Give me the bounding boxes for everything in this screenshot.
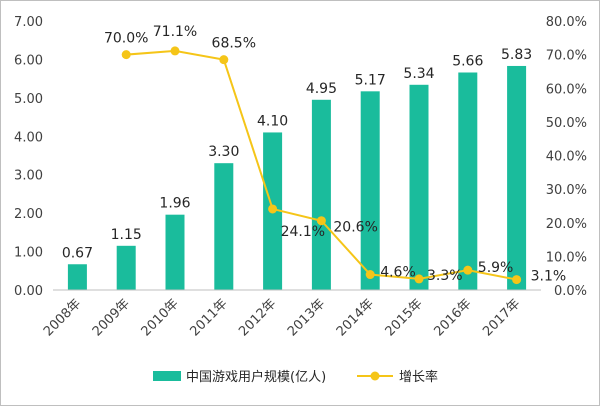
line-point (463, 265, 473, 275)
left-y-tick-label: 2.00 (14, 207, 43, 222)
bar-value-label: 1.96 (159, 196, 190, 212)
bar-value-label: 5.34 (403, 66, 434, 82)
bar-data-labels: 0.67 1.15 1.96 3.30 4.10 4.95 5.17 5.34 5.66 5.83 (62, 47, 532, 261)
right-y-tick-label: 40.0% (546, 150, 587, 165)
line-point (414, 274, 424, 284)
right-y-tick-label: 30.0% (546, 183, 587, 198)
line-value-label: 3.1% (531, 269, 567, 285)
line-value-label: 24.1% (281, 224, 325, 240)
line-point (268, 204, 278, 214)
legend-swatch-bar (153, 371, 181, 381)
left-y-tick-label: 3.00 (14, 169, 43, 184)
x-tick-label: 2014年 (334, 296, 377, 339)
line-value-label: 4.6% (380, 265, 416, 281)
bar (214, 163, 234, 290)
x-tick-label: 2016年 (431, 296, 474, 339)
right-y-axis: 0.0% 10.0% 20.0% 30.0% 40.0% 50.0% 60.0% 70.0% 8… (546, 15, 587, 299)
legend-label-line: 增长率 (399, 369, 438, 385)
x-tick-label: 2013年 (285, 296, 328, 339)
bar-value-label: 5.83 (501, 47, 532, 63)
x-tick-label: 2015年 (383, 296, 426, 339)
bar-value-label: 4.10 (257, 113, 288, 129)
line-data-labels: 70.0% 71.1% 68.5% 24.1% 20.6% 4.6% 3.3% 5.9% 3.1… (104, 24, 566, 285)
bar (360, 91, 380, 291)
x-axis-ticks: 2008年 2009年 2010年 2011年 2012年 2013年 2014年 2015年… (41, 296, 523, 339)
bar-series (67, 65, 527, 291)
right-y-tick-label: 0.0% (554, 284, 587, 299)
line-point (121, 50, 131, 60)
line-value-label: 71.1% (153, 24, 197, 40)
x-tick-label: 2017年 (480, 296, 523, 339)
bar (507, 65, 527, 290)
line-value-label: 20.6% (333, 220, 377, 236)
bar (116, 245, 136, 290)
bar (409, 84, 429, 290)
bar (67, 264, 87, 290)
line-point (365, 270, 375, 280)
line-point (170, 46, 180, 56)
right-y-tick-label: 50.0% (546, 116, 587, 131)
bar-value-label: 3.30 (208, 144, 239, 160)
line-value-label: 5.9% (478, 260, 514, 276)
x-tick-label: 2010年 (139, 296, 182, 339)
legend-swatch-marker (370, 371, 380, 381)
left-y-tick-label: 0.00 (14, 284, 43, 299)
left-y-tick-label: 1.00 (14, 246, 43, 261)
right-y-tick-label: 20.0% (546, 217, 587, 232)
bar (311, 99, 331, 291)
line-series (121, 46, 522, 285)
bar (165, 214, 185, 290)
left-y-tick-label: 5.00 (14, 92, 43, 107)
line-value-label: 68.5% (212, 36, 256, 52)
line-value-label: 70.0% (104, 31, 148, 47)
right-y-tick-label: 10.0% (546, 250, 587, 265)
x-tick-label: 2011年 (187, 296, 230, 339)
left-y-tick-label: 4.00 (14, 130, 43, 145)
bar-value-label: 1.15 (111, 227, 142, 243)
bar-value-label: 5.66 (452, 53, 483, 69)
right-y-tick-label: 60.0% (546, 82, 587, 97)
left-y-axis: 0.00 1.00 2.00 3.00 4.00 5.00 6.00 7.00 (14, 15, 43, 299)
right-y-tick-label: 80.0% (546, 15, 587, 30)
left-y-tick-label: 7.00 (14, 15, 43, 30)
x-tick-label: 2008年 (41, 296, 84, 339)
x-tick-label: 2012年 (236, 296, 279, 339)
line-point (219, 55, 229, 65)
bar (458, 72, 478, 290)
line-value-label: 3.3% (427, 268, 463, 284)
left-y-tick-label: 6.00 (14, 53, 43, 68)
bar-value-label: 0.67 (62, 245, 93, 261)
line-point (316, 216, 326, 226)
right-y-tick-label: 70.0% (546, 49, 587, 64)
line-point (512, 275, 522, 285)
bar-value-label: 4.95 (306, 81, 337, 97)
bar-value-label: 5.17 (355, 72, 386, 88)
legend: 中国游戏用户规模(亿人) 增长率 (153, 369, 438, 385)
x-tick-label: 2009年 (90, 296, 133, 339)
legend-label-bar: 中国游戏用户规模(亿人) (186, 369, 326, 385)
